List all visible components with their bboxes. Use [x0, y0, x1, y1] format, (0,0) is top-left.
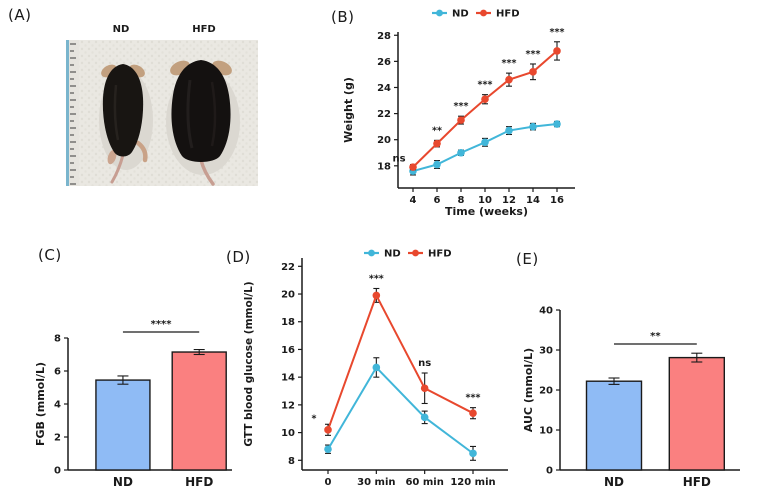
svg-text:ND: ND — [113, 475, 133, 489]
svg-text:ND: ND — [384, 249, 401, 260]
svg-text:0: 0 — [546, 466, 553, 477]
svg-text:***: *** — [550, 27, 565, 38]
svg-text:10: 10 — [281, 428, 295, 439]
svg-text:14: 14 — [281, 373, 295, 384]
svg-text:6: 6 — [54, 367, 61, 378]
panel-label-a: (A) — [8, 6, 32, 24]
mice-illustration — [66, 40, 258, 186]
svg-text:22: 22 — [377, 109, 391, 120]
svg-text:ND: ND — [452, 9, 469, 20]
svg-text:8: 8 — [458, 195, 465, 206]
svg-text:***: *** — [526, 49, 541, 60]
svg-text:18: 18 — [377, 161, 391, 172]
svg-text:12: 12 — [502, 195, 516, 206]
svg-text:HFD: HFD — [185, 475, 213, 489]
svg-text:6: 6 — [434, 195, 441, 206]
svg-text:AUC (mmol/L): AUC (mmol/L) — [522, 348, 535, 432]
svg-text:10: 10 — [478, 195, 492, 206]
svg-text:24: 24 — [377, 83, 391, 94]
svg-text:16: 16 — [550, 195, 564, 206]
auc-bar-chart: 0 10 20 30 40 ND HFD ** AUC (mmol/L) — [522, 306, 740, 489]
svg-text:0: 0 — [325, 477, 332, 488]
svg-text:GTT blood glucose (mmol/L): GTT blood glucose (mmol/L) — [243, 281, 255, 446]
svg-text:*: * — [312, 413, 317, 424]
svg-text:***: *** — [478, 80, 493, 91]
panel-label-d: (D) — [226, 248, 251, 266]
panel-label-c: (C) — [38, 246, 62, 264]
svg-text:30 min: 30 min — [357, 477, 395, 488]
svg-text:***: *** — [369, 273, 384, 284]
svg-text:Time (weeks): Time (weeks) — [445, 205, 528, 218]
svg-text:10: 10 — [539, 426, 553, 437]
svg-text:FGB (mmol/L): FGB (mmol/L) — [34, 362, 47, 446]
svg-text:****: **** — [151, 319, 173, 330]
svg-text:2: 2 — [54, 433, 61, 444]
svg-text:***: *** — [454, 101, 469, 112]
svg-text:HFD: HFD — [428, 249, 452, 260]
hfd-mouse — [170, 60, 232, 186]
svg-text:60 min: 60 min — [405, 477, 443, 488]
svg-text:***: *** — [466, 393, 481, 404]
svg-text:26: 26 — [377, 57, 391, 68]
svg-text:4: 4 — [410, 195, 417, 206]
svg-text:16: 16 — [281, 345, 295, 356]
svg-text:Weight (g): Weight (g) — [342, 77, 355, 143]
panel-label-b: (B) — [331, 8, 355, 26]
svg-text:40: 40 — [539, 306, 553, 317]
photo-label-hfd: HFD — [192, 24, 216, 35]
svg-text:ns: ns — [418, 358, 431, 369]
ruler — [66, 40, 79, 186]
svg-text:0: 0 — [54, 466, 61, 477]
svg-text:8: 8 — [54, 334, 61, 345]
mice-photo — [66, 40, 258, 186]
svg-text:4: 4 — [54, 400, 61, 411]
panel-label-e: (E) — [516, 250, 539, 268]
svg-text:28: 28 — [377, 31, 391, 42]
fgb-bar-chart: 0 2 4 6 8 ND HFD **** FGB (mmol/L) — [34, 319, 232, 489]
svg-text:18: 18 — [281, 317, 295, 328]
svg-text:***: *** — [502, 58, 517, 69]
svg-text:14: 14 — [526, 195, 540, 206]
svg-text:HFD: HFD — [496, 9, 520, 20]
svg-text:20: 20 — [281, 290, 295, 301]
svg-text:22: 22 — [281, 262, 295, 273]
svg-text:**: ** — [432, 125, 442, 136]
svg-text:20: 20 — [377, 135, 391, 146]
svg-text:ND: ND — [604, 475, 624, 489]
photo-label-nd: ND — [112, 24, 130, 35]
nd-mouse — [101, 64, 148, 184]
svg-text:HFD: HFD — [683, 475, 711, 489]
svg-text:**: ** — [650, 331, 661, 342]
svg-text:8: 8 — [288, 456, 295, 467]
svg-text:30: 30 — [539, 346, 553, 357]
svg-text:20: 20 — [539, 386, 553, 397]
svg-text:ns: ns — [392, 154, 405, 165]
svg-text:12: 12 — [281, 400, 295, 411]
svg-text:120 min: 120 min — [450, 477, 495, 488]
